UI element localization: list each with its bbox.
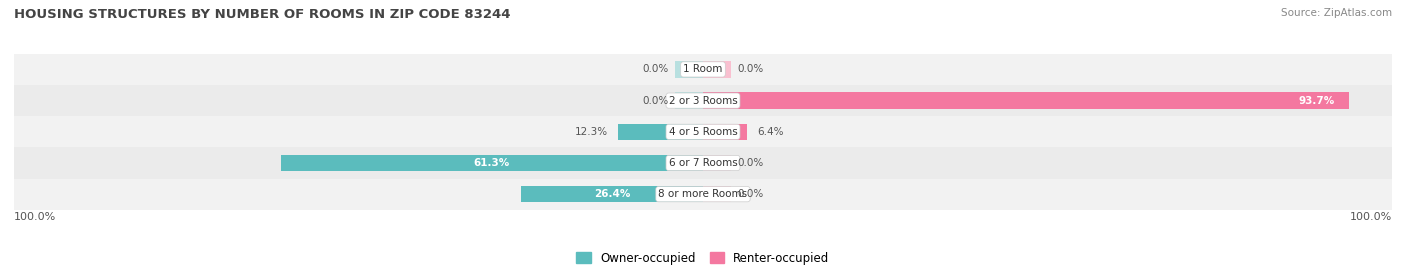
Bar (14, 85, 1392, 116)
Bar (14, 54, 1392, 85)
Bar (14, 116, 1392, 147)
Text: 1 Room: 1 Room (683, 64, 723, 75)
Text: 93.7%: 93.7% (1299, 95, 1334, 106)
Text: 100.0%: 100.0% (14, 212, 56, 222)
Bar (675, 61, 703, 77)
Text: 0.0%: 0.0% (738, 64, 763, 75)
Bar (703, 93, 1348, 109)
Text: 0.0%: 0.0% (643, 95, 669, 106)
Text: 6 or 7 Rooms: 6 or 7 Rooms (669, 158, 737, 168)
Text: 0.0%: 0.0% (643, 64, 669, 75)
Bar (703, 124, 747, 140)
Bar (281, 155, 703, 171)
Bar (675, 93, 703, 109)
Text: HOUSING STRUCTURES BY NUMBER OF ROOMS IN ZIP CODE 83244: HOUSING STRUCTURES BY NUMBER OF ROOMS IN… (14, 8, 510, 21)
Text: 0.0%: 0.0% (738, 189, 763, 199)
Bar (14, 179, 1392, 210)
Bar (522, 186, 703, 202)
Text: Source: ZipAtlas.com: Source: ZipAtlas.com (1281, 8, 1392, 18)
Bar (703, 155, 731, 171)
Text: 100.0%: 100.0% (1350, 212, 1392, 222)
Text: 2 or 3 Rooms: 2 or 3 Rooms (669, 95, 737, 106)
Text: 8 or more Rooms: 8 or more Rooms (658, 189, 748, 199)
Bar (619, 124, 703, 140)
Legend: Owner-occupied, Renter-occupied: Owner-occupied, Renter-occupied (572, 247, 834, 269)
Text: 61.3%: 61.3% (474, 158, 510, 168)
Bar (703, 186, 731, 202)
Bar (703, 61, 731, 77)
Text: 12.3%: 12.3% (575, 127, 607, 137)
Text: 0.0%: 0.0% (738, 158, 763, 168)
Text: 26.4%: 26.4% (593, 189, 630, 199)
Text: 4 or 5 Rooms: 4 or 5 Rooms (669, 127, 737, 137)
Bar (14, 147, 1392, 179)
Text: 6.4%: 6.4% (758, 127, 785, 137)
